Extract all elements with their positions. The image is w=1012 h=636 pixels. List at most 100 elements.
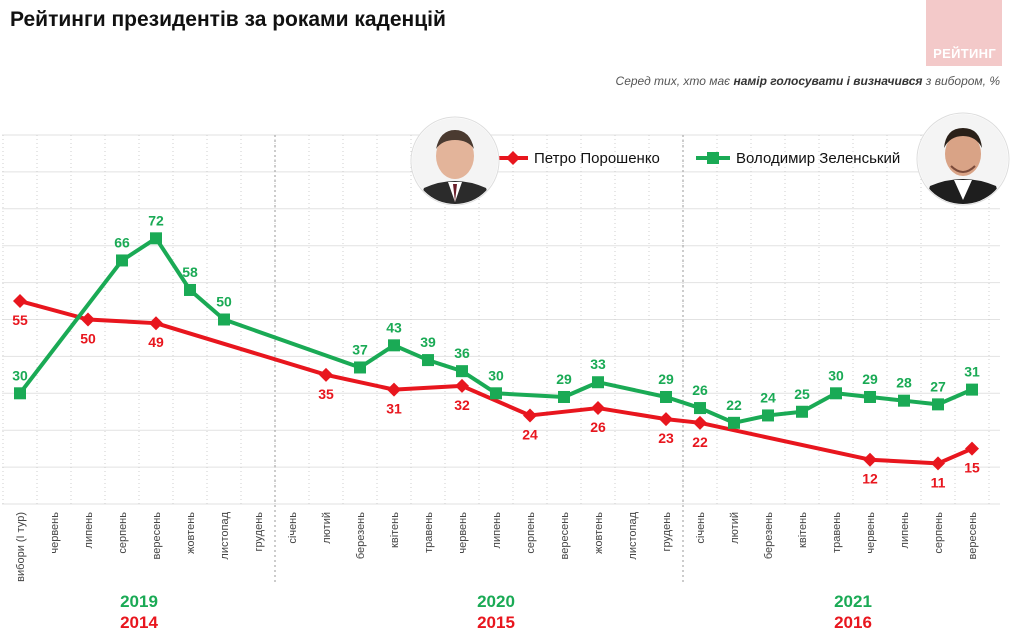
poroshenko-point	[13, 294, 27, 309]
data-label: 30	[828, 367, 844, 383]
data-label: 23	[658, 430, 674, 446]
x-tick-labels: вибори (I тур) червень липень серпень вересе…	[15, 511, 979, 581]
zelensky-point	[660, 390, 672, 403]
x-tick-label: березень	[763, 512, 775, 559]
x-tick-label: квітень	[389, 512, 401, 548]
zelensky-point	[966, 383, 978, 396]
x-tick-label: липень	[491, 512, 503, 549]
zelensky-point	[762, 409, 774, 422]
x-tick-label: грудень	[661, 512, 673, 552]
data-label: 29	[862, 371, 878, 387]
data-label: 31	[964, 364, 980, 380]
series-lines	[18, 236, 973, 466]
data-label: 30	[488, 367, 504, 383]
poroshenko-point	[591, 401, 605, 416]
poroshenko-portrait-icon	[410, 116, 500, 206]
data-label: 29	[556, 371, 572, 387]
zelensky-point	[864, 390, 876, 403]
legend-label: Володимир Зеленський	[736, 150, 900, 167]
poroshenko-avatar	[410, 116, 500, 206]
x-tick-label: серпень	[933, 512, 945, 554]
zelensky-point	[490, 387, 502, 400]
data-label: 15	[964, 460, 980, 476]
data-label: 43	[386, 319, 402, 335]
x-tick-label: вересень	[559, 512, 571, 560]
zelensky-point	[150, 232, 162, 245]
year-label-top: 2019	[120, 592, 158, 611]
subtitle-pre: Серед тих, хто має	[615, 74, 734, 88]
x-tick-label: лютий	[321, 512, 333, 544]
year-label-top: 2020	[477, 592, 515, 611]
zelensky-point	[218, 313, 230, 326]
data-label: 12	[862, 471, 878, 487]
x-tick-label: жовтень	[185, 512, 197, 554]
zelensky-point	[14, 387, 26, 400]
zelensky-point	[932, 398, 944, 411]
data-label: 50	[80, 331, 96, 347]
zelensky-point	[830, 387, 842, 400]
poroshenko-point	[319, 367, 333, 382]
poroshenko-point	[149, 316, 163, 331]
poroshenko-point	[455, 378, 469, 393]
x-tick-label: липень	[899, 512, 911, 549]
x-tick-label: серпень	[117, 512, 129, 554]
data-label: 26	[692, 382, 708, 398]
data-label: 22	[692, 434, 708, 450]
data-label: 28	[896, 375, 912, 391]
data-labels: 55 50 49 35 31 32 24 26 23 22 12 11 15 30 66 72 58 50 37 43…	[12, 212, 980, 490]
zelensky-point	[354, 361, 366, 374]
x-tick-label: червень	[457, 512, 469, 554]
data-label: 36	[454, 345, 470, 361]
poroshenko-point	[931, 456, 945, 471]
data-label: 49	[148, 334, 164, 350]
x-tick-label: вересень	[967, 512, 979, 560]
data-label: 50	[216, 294, 232, 310]
x-tick-label: травень	[423, 512, 435, 553]
zelensky-avatar	[916, 112, 1010, 206]
data-label: 31	[386, 401, 402, 417]
poroshenko-point	[965, 441, 979, 456]
poroshenko-point	[523, 408, 537, 423]
legend-label: Петро Порошенко	[534, 150, 660, 167]
x-tick-label: травень	[831, 512, 843, 553]
data-label: 11	[931, 474, 946, 490]
legend: Петро Порошенко Володимир Зеленський	[498, 150, 900, 167]
zelensky-point	[898, 394, 910, 407]
data-label: 66	[114, 234, 130, 250]
zelensky-point	[796, 405, 808, 418]
data-label: 25	[794, 386, 810, 402]
grid	[2, 134, 1000, 585]
x-tick-label: липень	[83, 512, 95, 549]
zelensky-point	[422, 354, 434, 367]
data-label: 35	[318, 386, 334, 402]
zelensky-point	[116, 254, 128, 267]
data-label: 37	[352, 341, 368, 357]
zelensky-point	[728, 416, 740, 429]
data-label: 33	[590, 356, 606, 372]
x-tick-label: січень	[695, 512, 707, 544]
data-label: 39	[420, 334, 436, 350]
x-tick-label: червень	[49, 512, 61, 554]
x-tick-label: січень	[287, 512, 299, 544]
x-tick-label: серпень	[525, 512, 537, 554]
zelensky-portrait-icon	[916, 112, 1010, 206]
poroshenko-point	[693, 415, 707, 430]
poroshenko-point	[387, 382, 401, 397]
x-tick-label: вересень	[151, 512, 163, 560]
data-label: 29	[658, 371, 674, 387]
poroshenko-point	[81, 312, 95, 327]
zelensky-point	[592, 376, 604, 389]
chart-title: Рейтинги президентів за роками каденцій	[10, 8, 446, 31]
data-label: 24	[760, 389, 776, 405]
year-label-bottom: 2015	[477, 613, 515, 632]
zelensky-point	[388, 339, 400, 352]
zelensky-point	[558, 390, 570, 403]
legend-marker	[506, 151, 520, 165]
zelensky-point	[456, 365, 468, 378]
subtitle-bold: намір голосувати і визначився	[733, 74, 923, 88]
zelensky-point	[184, 283, 196, 296]
poroshenko-point	[659, 412, 673, 427]
x-tick-label: квітень	[797, 512, 809, 548]
legend-marker	[707, 152, 719, 164]
